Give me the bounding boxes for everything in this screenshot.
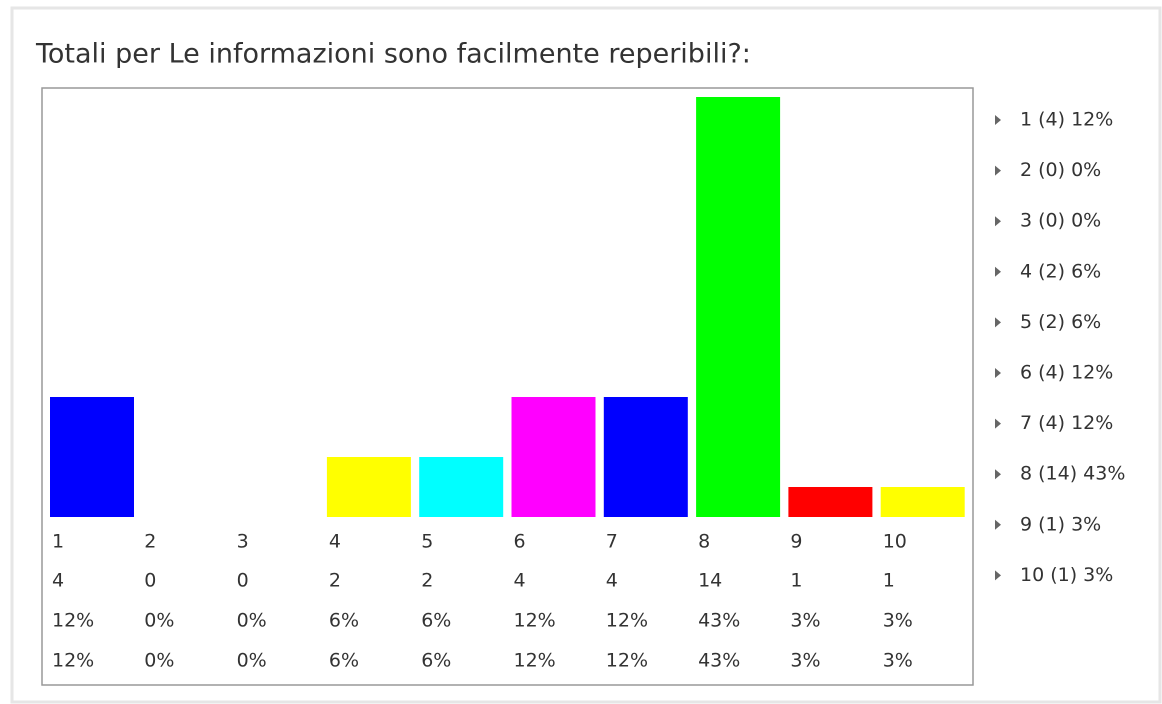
count-label: 4 [606, 570, 618, 592]
legend-arrow [995, 115, 1001, 125]
legend-arrow [995, 317, 1001, 328]
count-label: 4 [52, 570, 64, 592]
bar [511, 397, 596, 517]
count-label: 1 [790, 570, 802, 592]
percent-label: 0% [144, 650, 174, 672]
bar [326, 457, 411, 517]
bar [788, 487, 873, 517]
count-label: 1 [883, 570, 895, 592]
legend-arrow [995, 216, 1001, 227]
category-label: 2 [144, 531, 156, 553]
percent-label: 6% [329, 610, 359, 632]
legend-arrow [995, 266, 1001, 277]
legend-entry: 4 (2) 6% [1020, 260, 1101, 282]
legend-arrow [995, 368, 1001, 378]
percent-label: 12% [606, 650, 648, 672]
percent-label: 43% [698, 610, 740, 632]
bar [603, 397, 688, 517]
legend-entry: 8 (14) 43% [1020, 463, 1125, 485]
count-label: 0 [237, 570, 249, 592]
legend-entry: 7 (4) 12% [1020, 412, 1113, 434]
bar [696, 97, 781, 517]
percent-label: 0% [237, 610, 267, 632]
percent-label: 43% [698, 650, 740, 672]
category-label: 1 [52, 531, 64, 553]
category-label: 3 [237, 531, 249, 553]
bar [50, 397, 134, 517]
plot-frame [41, 87, 974, 686]
count-label: 0 [144, 570, 156, 592]
legend-arrow [995, 519, 1001, 530]
chart-title: Totali per Le informazioni sono facilmen… [35, 39, 751, 70]
percent-label: 3% [883, 650, 913, 672]
legend-entry: 10 (1) 3% [1020, 564, 1113, 586]
percent-label: 12% [606, 610, 648, 632]
percent-label: 12% [514, 650, 556, 672]
count-label: 2 [329, 570, 341, 592]
bar [419, 457, 504, 517]
category-label: 6 [514, 531, 526, 553]
legend-arrow [995, 165, 1001, 176]
count-label: 14 [698, 570, 722, 592]
percent-label: 12% [52, 610, 94, 632]
percent-label: 3% [883, 610, 913, 632]
percent-label: 6% [329, 650, 359, 672]
percent-label: 3% [790, 650, 820, 672]
legend-entry: 2 (0) 0% [1020, 159, 1101, 181]
legend-arrow [995, 570, 1001, 581]
category-label: 8 [698, 531, 710, 553]
legend-arrow [995, 418, 1001, 429]
percent-label: 3% [790, 610, 820, 632]
legend-entry: 9 (1) 3% [1020, 513, 1101, 535]
percent-label: 6% [421, 650, 451, 672]
percent-label: 0% [144, 610, 174, 632]
count-label: 4 [514, 570, 526, 592]
legend-arrow [995, 469, 1001, 480]
percent-label: 6% [421, 610, 451, 632]
category-label: 10 [883, 531, 907, 553]
percent-label: 12% [52, 650, 94, 672]
legend-entry: 6 (4) 12% [1020, 362, 1113, 384]
legend-entry: 1 (4) 12% [1020, 109, 1113, 131]
category-label: 4 [329, 531, 341, 553]
percent-label: 12% [514, 610, 556, 632]
legend-entry: 3 (0) 0% [1020, 210, 1101, 232]
category-label: 9 [790, 531, 802, 553]
bar [880, 487, 965, 517]
count-label: 2 [421, 570, 433, 592]
category-label: 7 [606, 531, 618, 553]
percent-label: 0% [237, 650, 267, 672]
legend-entry: 5 (2) 6% [1020, 311, 1101, 333]
category-label: 5 [421, 531, 433, 553]
